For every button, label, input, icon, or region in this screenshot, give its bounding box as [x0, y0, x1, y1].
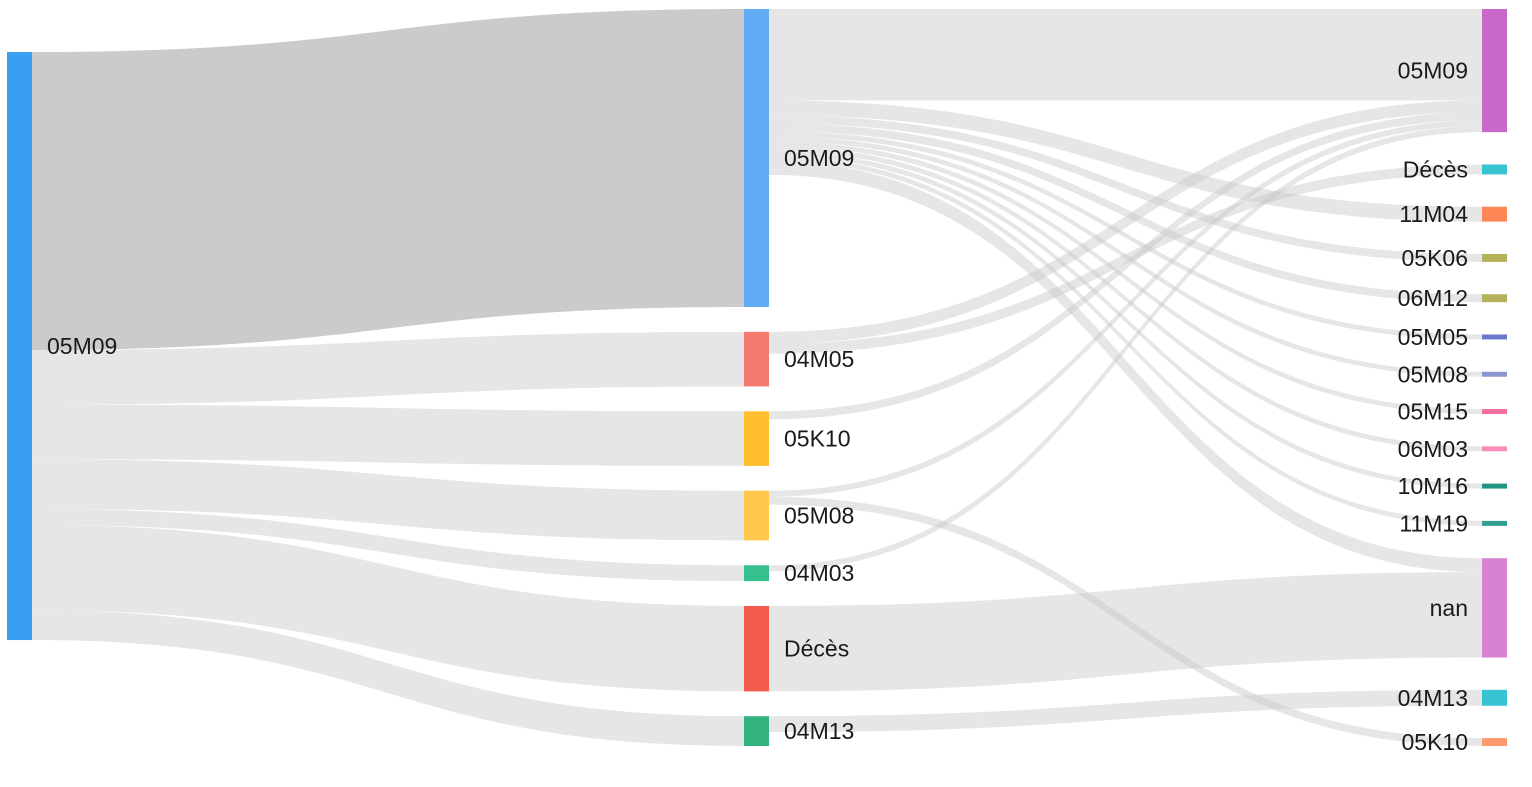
flow-link[interactable] — [32, 9, 744, 350]
node-label: 11M04 — [1399, 201, 1468, 227]
sankey-node[interactable] — [1482, 294, 1507, 303]
flow-link[interactable] — [769, 100, 1482, 222]
flow-link[interactable] — [769, 136, 1482, 377]
node-label: 04M05 — [784, 346, 854, 372]
sankey-node[interactable] — [1482, 371, 1507, 377]
sankey-node[interactable] — [744, 411, 769, 466]
flow-link[interactable] — [769, 126, 1482, 572]
node-label: 05M08 — [784, 503, 854, 529]
node-label: 05M09 — [1398, 58, 1468, 84]
sankey-node[interactable] — [1482, 9, 1507, 133]
node-label: 05M15 — [1398, 399, 1468, 425]
node-label: 04M13 — [1398, 685, 1468, 711]
flow-link[interactable] — [769, 9, 1482, 101]
sankey-node[interactable] — [744, 716, 769, 746]
sankey-node[interactable] — [1482, 253, 1507, 262]
sankey-node[interactable] — [1482, 164, 1507, 175]
sankey-links — [32, 9, 1482, 746]
flow-link[interactable] — [769, 123, 1482, 303]
flow-link[interactable] — [32, 610, 744, 746]
sankey-node[interactable] — [1482, 446, 1507, 452]
sankey-node[interactable] — [744, 565, 769, 582]
sankey-node[interactable] — [744, 331, 769, 387]
node-label: Décès — [784, 636, 849, 662]
flow-link[interactable] — [769, 156, 1482, 526]
node-label: nan — [1430, 595, 1468, 621]
node-label: 06M12 — [1398, 285, 1468, 311]
flow-link[interactable] — [769, 100, 1482, 344]
flow-link[interactable] — [32, 459, 744, 541]
flow-link[interactable] — [769, 160, 1482, 573]
flow-link[interactable] — [769, 496, 1482, 746]
flow-link[interactable] — [769, 689, 1482, 733]
flow-link[interactable] — [32, 331, 744, 405]
sankey-node[interactable] — [1482, 520, 1507, 526]
node-label: 05K10 — [784, 426, 851, 452]
sankey-node[interactable] — [1482, 409, 1507, 415]
flow-link[interactable] — [769, 115, 1482, 262]
node-label: 05M09 — [47, 333, 117, 359]
node-label: 04M13 — [784, 718, 854, 744]
node-label: Décès — [1403, 156, 1468, 182]
node-label: 05K10 — [1401, 729, 1468, 755]
sankey-node[interactable] — [744, 9, 769, 307]
sankey-node[interactable] — [1482, 334, 1507, 340]
node-label: 10M16 — [1398, 473, 1468, 499]
node-label: 05M08 — [1398, 361, 1468, 387]
sankey-node[interactable] — [1482, 483, 1507, 489]
flow-link[interactable] — [769, 120, 1482, 497]
flow-link[interactable] — [769, 164, 1482, 354]
node-label: 05K06 — [1401, 245, 1468, 271]
node-label: 06M03 — [1398, 436, 1468, 462]
sankey-node[interactable] — [7, 52, 32, 641]
flow-link[interactable] — [32, 524, 744, 692]
sankey-node[interactable] — [1482, 558, 1507, 658]
flow-link[interactable] — [769, 146, 1482, 452]
node-label: 11M19 — [1399, 510, 1468, 536]
flow-link[interactable] — [32, 404, 744, 466]
sankey-node[interactable] — [1482, 206, 1507, 222]
node-label: 05M05 — [1398, 324, 1468, 350]
sankey-labels: 05M09 05M09 04M05 05K10 05M08 04M03 Décès 04M13… — [47, 58, 1468, 755]
node-label: 05M09 — [784, 145, 854, 171]
flow-link[interactable] — [769, 151, 1482, 489]
node-label: 04M03 — [784, 560, 854, 586]
sankey-node[interactable] — [1482, 738, 1507, 746]
flow-link[interactable] — [769, 112, 1482, 420]
sankey-node[interactable] — [744, 605, 769, 692]
sankey-node[interactable] — [1482, 689, 1507, 706]
sankey-node[interactable] — [744, 490, 769, 541]
flow-link[interactable] — [769, 572, 1482, 692]
flow-link[interactable] — [769, 141, 1482, 415]
flow-link[interactable] — [769, 131, 1482, 340]
flow-link[interactable] — [32, 508, 744, 582]
sankey-nodes — [7, 9, 1507, 746]
